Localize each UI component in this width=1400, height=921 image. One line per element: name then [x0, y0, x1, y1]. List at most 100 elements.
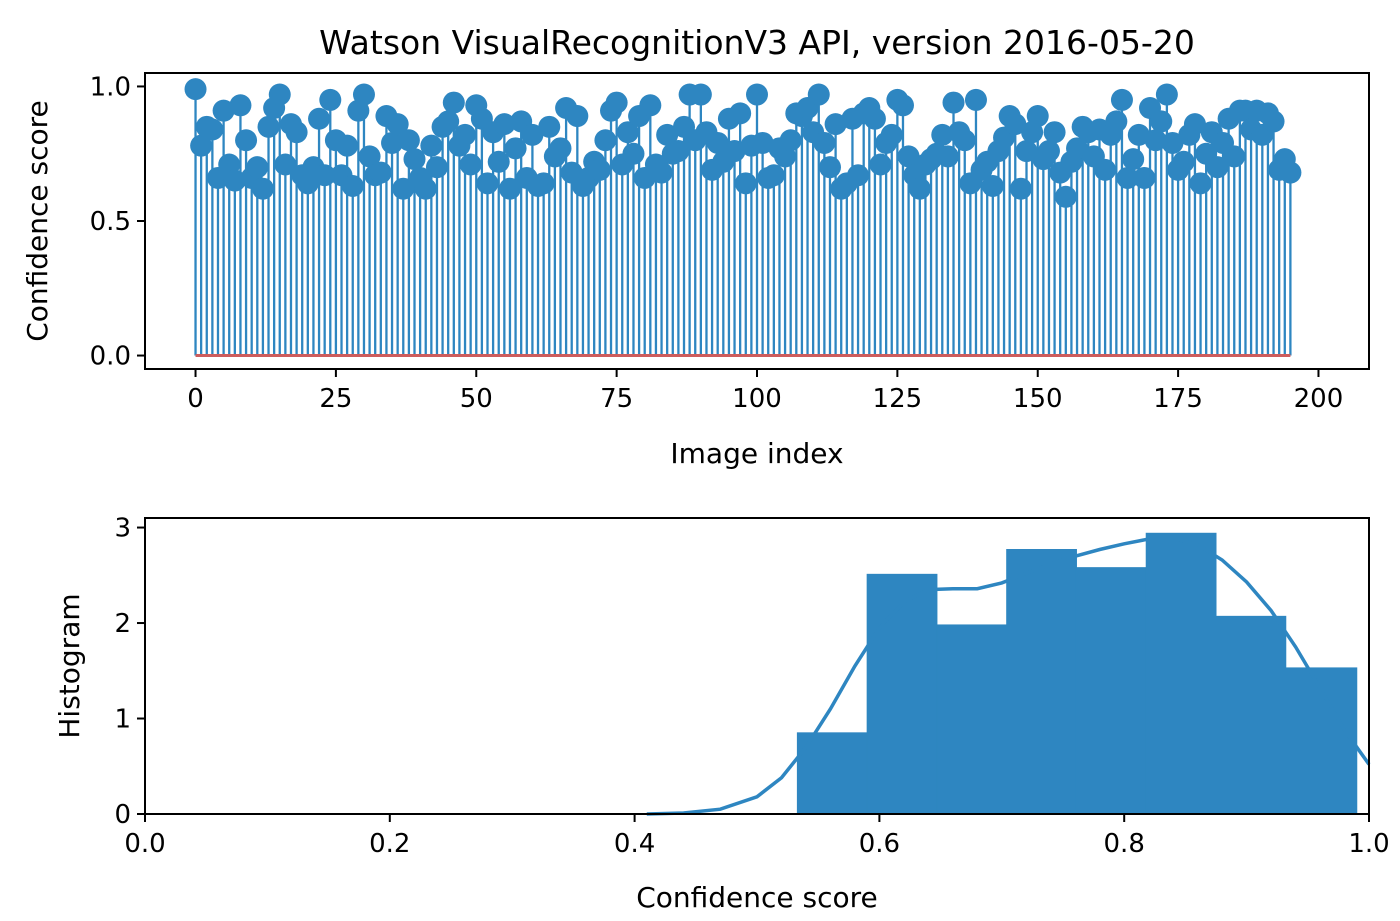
stem-marker: [1172, 150, 1195, 173]
histogram-bar: [1145, 532, 1217, 815]
stem-x-tick-label: 0: [187, 384, 204, 414]
stem-marker: [1183, 113, 1206, 136]
stem-marker: [953, 129, 976, 152]
stem-marker: [931, 123, 954, 146]
stem-marker: [313, 164, 336, 187]
stem-x-tick-label: 50: [460, 384, 493, 414]
stem-y-ticks: 0.0 0.5 1.0: [90, 72, 145, 372]
stem-marker: [487, 150, 510, 173]
stem-marker: [1189, 172, 1212, 195]
stem-marker: [425, 156, 448, 179]
histogram-x-tick-label: 0.0: [124, 829, 165, 859]
stem-marker: [386, 113, 409, 136]
stem-marker: [942, 91, 965, 114]
stem-marker: [1262, 110, 1285, 133]
stem-marker: [538, 115, 561, 138]
stem-marker: [414, 177, 437, 200]
stem-marker: [229, 94, 252, 117]
kde-curve: [646, 536, 1371, 816]
histogram-y-tick-label: 3: [114, 514, 131, 544]
stem-marker: [504, 137, 527, 160]
stem-marker: [1105, 110, 1128, 133]
stem-x-tick-label: 175: [1153, 384, 1203, 414]
stem-marker: [667, 140, 690, 163]
stem-marker: [437, 110, 460, 133]
stem-marker: [442, 91, 465, 114]
stem-marker: [723, 140, 746, 163]
stem-marker: [352, 83, 375, 106]
stem-plot-panel: 0 25 50 75 100 125 150 175 200 0.0 0.5 1.0 Image i…: [21, 72, 1370, 470]
stem-marker: [869, 153, 892, 176]
stem-marker: [1144, 129, 1167, 152]
stem-marker: [1161, 131, 1184, 154]
histogram-bar: [1215, 615, 1287, 815]
stem-marker: [251, 177, 274, 200]
stem-x-tick-label: 150: [1013, 384, 1063, 414]
stem-marker: [818, 156, 841, 179]
histogram-x-tick-label: 0.2: [369, 829, 410, 859]
stem-marker: [746, 83, 768, 106]
stem-marker: [358, 145, 381, 168]
stem-marker: [1133, 166, 1156, 189]
stem-marker: [616, 121, 639, 144]
stem-x-tick-label: 125: [873, 384, 923, 414]
stem-marker: [184, 78, 207, 101]
histogram-bar: [936, 624, 1008, 815]
stem-marker: [762, 164, 785, 187]
stem-marker: [341, 175, 364, 198]
stem-x-axis-label: Image index: [670, 437, 843, 470]
histogram-y-ticks: 0 1 2 3: [114, 514, 145, 830]
stem-marker: [201, 118, 224, 141]
stem-marker: [751, 131, 774, 154]
stem-marker: [1127, 123, 1150, 146]
stem-marker: [532, 172, 555, 195]
stem-marker: [734, 172, 757, 195]
stem-marker: [1223, 145, 1246, 168]
histogram-plot-area: [646, 532, 1371, 816]
stem-marker: [549, 137, 572, 160]
stem-marker: [1004, 113, 1027, 136]
stem-marker: [235, 129, 258, 152]
stem-marker: [605, 91, 628, 114]
stem-marker: [1094, 158, 1117, 181]
histogram-bar: [796, 732, 868, 815]
stem-marker: [1066, 137, 1089, 160]
stem-plot-frame: [144, 72, 1370, 370]
stem-marker: [1206, 156, 1229, 179]
stem-marker: [1116, 166, 1139, 189]
stem-marker: [729, 102, 752, 125]
stem-marker: [246, 156, 269, 179]
histogram-x-axis-label: Confidence score: [636, 881, 878, 914]
stem-x-tick-label: 200: [1294, 384, 1344, 414]
stem-marker: [847, 164, 870, 187]
stem-marker: [622, 142, 645, 165]
histogram-x-ticks: 0.0 0.2 0.4 0.6 0.8 1.0: [124, 814, 1390, 859]
histogram-x-tick-label: 1.0: [1348, 829, 1389, 859]
stem-marker: [908, 177, 931, 200]
stem-marker: [1026, 105, 1049, 128]
stem-x-tick-label: 25: [319, 384, 352, 414]
stem-marker: [476, 172, 499, 195]
histogram-y-tick-label: 0: [114, 800, 131, 830]
stem-y-tick-label: 0.5: [90, 207, 131, 237]
stem-plot-area: [184, 78, 1302, 358]
histogram-bar: [866, 573, 938, 815]
stem-y-tick-label: 0.0: [90, 342, 131, 372]
stem-x-tick-label: 75: [600, 384, 633, 414]
stem-marker: [212, 99, 235, 122]
stem-marker: [813, 131, 836, 154]
stem-x-tick-label: 100: [732, 384, 782, 414]
stem-marker: [897, 145, 920, 168]
stem-marker: [706, 131, 729, 154]
stem-marker: [454, 123, 477, 146]
histogram-bar: [1006, 549, 1077, 815]
stem-marker: [1009, 177, 1032, 200]
stem-marker: [891, 94, 914, 117]
histogram-x-tick-label: 0.4: [614, 829, 655, 859]
histogram-y-axis-label: Histogram: [53, 593, 86, 738]
stem-marker: [1155, 83, 1178, 106]
stem-marker: [807, 83, 830, 106]
stem-marker: [369, 161, 392, 184]
stem-marker: [1150, 110, 1173, 133]
